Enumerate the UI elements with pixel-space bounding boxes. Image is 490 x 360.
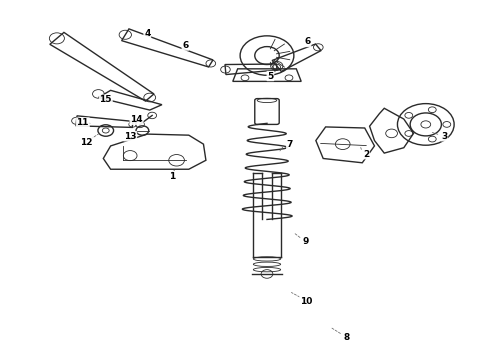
Text: 11: 11 [76,118,89,127]
Text: 3: 3 [441,132,447,141]
Text: 13: 13 [124,132,136,141]
Text: 4: 4 [144,29,150,38]
Text: 15: 15 [99,95,112,104]
Text: 6: 6 [304,37,311,46]
Text: 6: 6 [182,41,189,50]
Text: 14: 14 [130,115,143,124]
Text: 10: 10 [300,297,312,306]
Text: 1: 1 [169,172,175,181]
Text: 9: 9 [303,237,309,246]
Text: 2: 2 [363,150,369,159]
Text: 8: 8 [343,333,350,342]
Text: 12: 12 [80,138,93,147]
Text: 7: 7 [287,140,293,149]
Text: 5: 5 [267,72,273,81]
